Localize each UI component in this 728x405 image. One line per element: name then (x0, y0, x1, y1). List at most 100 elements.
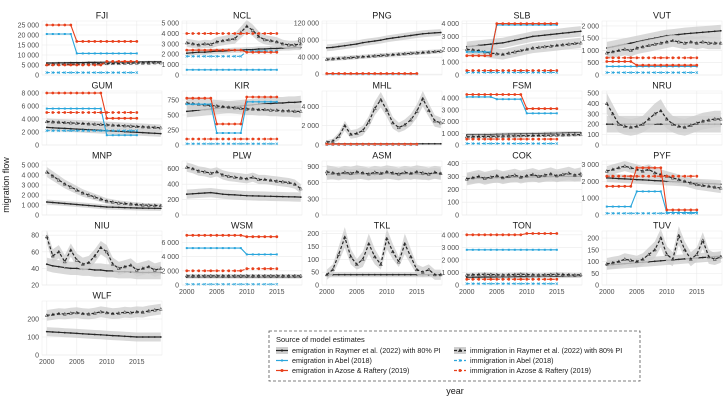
data-point (378, 262, 383, 266)
data-point (543, 142, 547, 146)
data-point (44, 234, 49, 239)
data-point (245, 95, 249, 99)
data-point (549, 282, 553, 286)
plot-frame (321, 20, 443, 76)
data-point (683, 211, 686, 214)
data-point (75, 107, 78, 110)
data-point (105, 116, 109, 120)
data-point (324, 57, 329, 61)
data-point (372, 170, 377, 174)
data-point (653, 190, 656, 193)
data-point (513, 22, 517, 25)
data-point (494, 173, 499, 178)
data-point (274, 273, 279, 278)
data-point (385, 38, 388, 40)
data-point (566, 171, 571, 175)
data-point (239, 269, 243, 273)
data-point (700, 118, 705, 123)
prediction-band (186, 162, 301, 194)
x-tick-label: 2015 (409, 289, 425, 296)
data-point (233, 194, 236, 196)
data-point (652, 247, 657, 252)
y-tick-label: 200 (447, 187, 459, 194)
data-point (391, 273, 394, 276)
data-point (465, 93, 469, 96)
data-point (215, 142, 219, 146)
y-tick-label: 0 (35, 73, 39, 80)
data-point (355, 273, 358, 276)
plot-frame (181, 20, 303, 76)
data-point (659, 211, 663, 215)
data-point (605, 174, 609, 178)
data-point (343, 143, 347, 146)
data-point (611, 60, 615, 63)
y-tick-label: 2 000 (441, 119, 459, 126)
data-point (123, 40, 127, 43)
data-point (689, 71, 693, 74)
data-point (611, 184, 615, 188)
data-point (81, 71, 85, 75)
data-point (671, 63, 675, 67)
data-point (647, 174, 651, 178)
prediction-band (46, 230, 161, 277)
data-point (701, 256, 704, 259)
y-tick-label: 0 (35, 213, 39, 220)
y-tick-label: 20 000 (18, 33, 40, 40)
data-point (488, 134, 493, 138)
data-point (391, 143, 395, 146)
data-point (531, 282, 535, 286)
data-point (653, 166, 657, 170)
data-point (378, 171, 383, 175)
data-point (519, 137, 523, 141)
data-point (477, 248, 480, 251)
x-tick-label: 2005 (489, 289, 505, 296)
data-point (683, 208, 687, 212)
facet-title-nru: NRU (652, 81, 672, 91)
data-point (683, 32, 686, 35)
data-point (605, 211, 609, 215)
data-point (471, 277, 475, 281)
data-point (689, 211, 692, 214)
y-tick-label: 4 000 (161, 31, 179, 38)
data-point (415, 72, 419, 76)
data-point (567, 31, 570, 34)
data-point (611, 211, 615, 215)
data-point (646, 167, 651, 171)
data-point (426, 108, 431, 112)
x-tick-label: 2000 (459, 289, 475, 296)
facet-title-pyf: PYF (653, 151, 671, 161)
data-point (397, 36, 400, 39)
data-point (640, 168, 645, 173)
data-point (477, 233, 481, 237)
data-point (465, 95, 468, 98)
plot-frame (321, 90, 443, 146)
data-point (658, 235, 663, 240)
data-point (129, 134, 132, 137)
data-point (513, 98, 516, 101)
data-point (367, 143, 371, 146)
y-tick-label: 400 (447, 161, 459, 168)
data-point (134, 124, 139, 128)
data-point (129, 40, 133, 43)
legend-item-im-azose: immigration in Azose & Raftery (2019) (454, 366, 591, 375)
data-point (110, 123, 115, 127)
y-tick-label: 500 (587, 60, 599, 67)
y-tick-label: 0 (315, 72, 319, 79)
y-tick-label: 300 (587, 111, 599, 118)
data-point (483, 69, 487, 72)
y-tick-label: 120 000 (294, 21, 319, 28)
data-point (524, 47, 529, 51)
data-point (420, 96, 425, 101)
data-point (51, 91, 55, 95)
data-point (701, 31, 704, 34)
y-tick-label: 200 (27, 317, 39, 324)
data-point (641, 166, 645, 170)
data-point (409, 72, 413, 76)
data-point (513, 282, 517, 286)
data-point (263, 253, 266, 256)
data-point (117, 71, 121, 75)
data-point (87, 52, 90, 55)
data-point (494, 51, 499, 56)
data-point (44, 169, 49, 174)
data-point (81, 111, 85, 114)
